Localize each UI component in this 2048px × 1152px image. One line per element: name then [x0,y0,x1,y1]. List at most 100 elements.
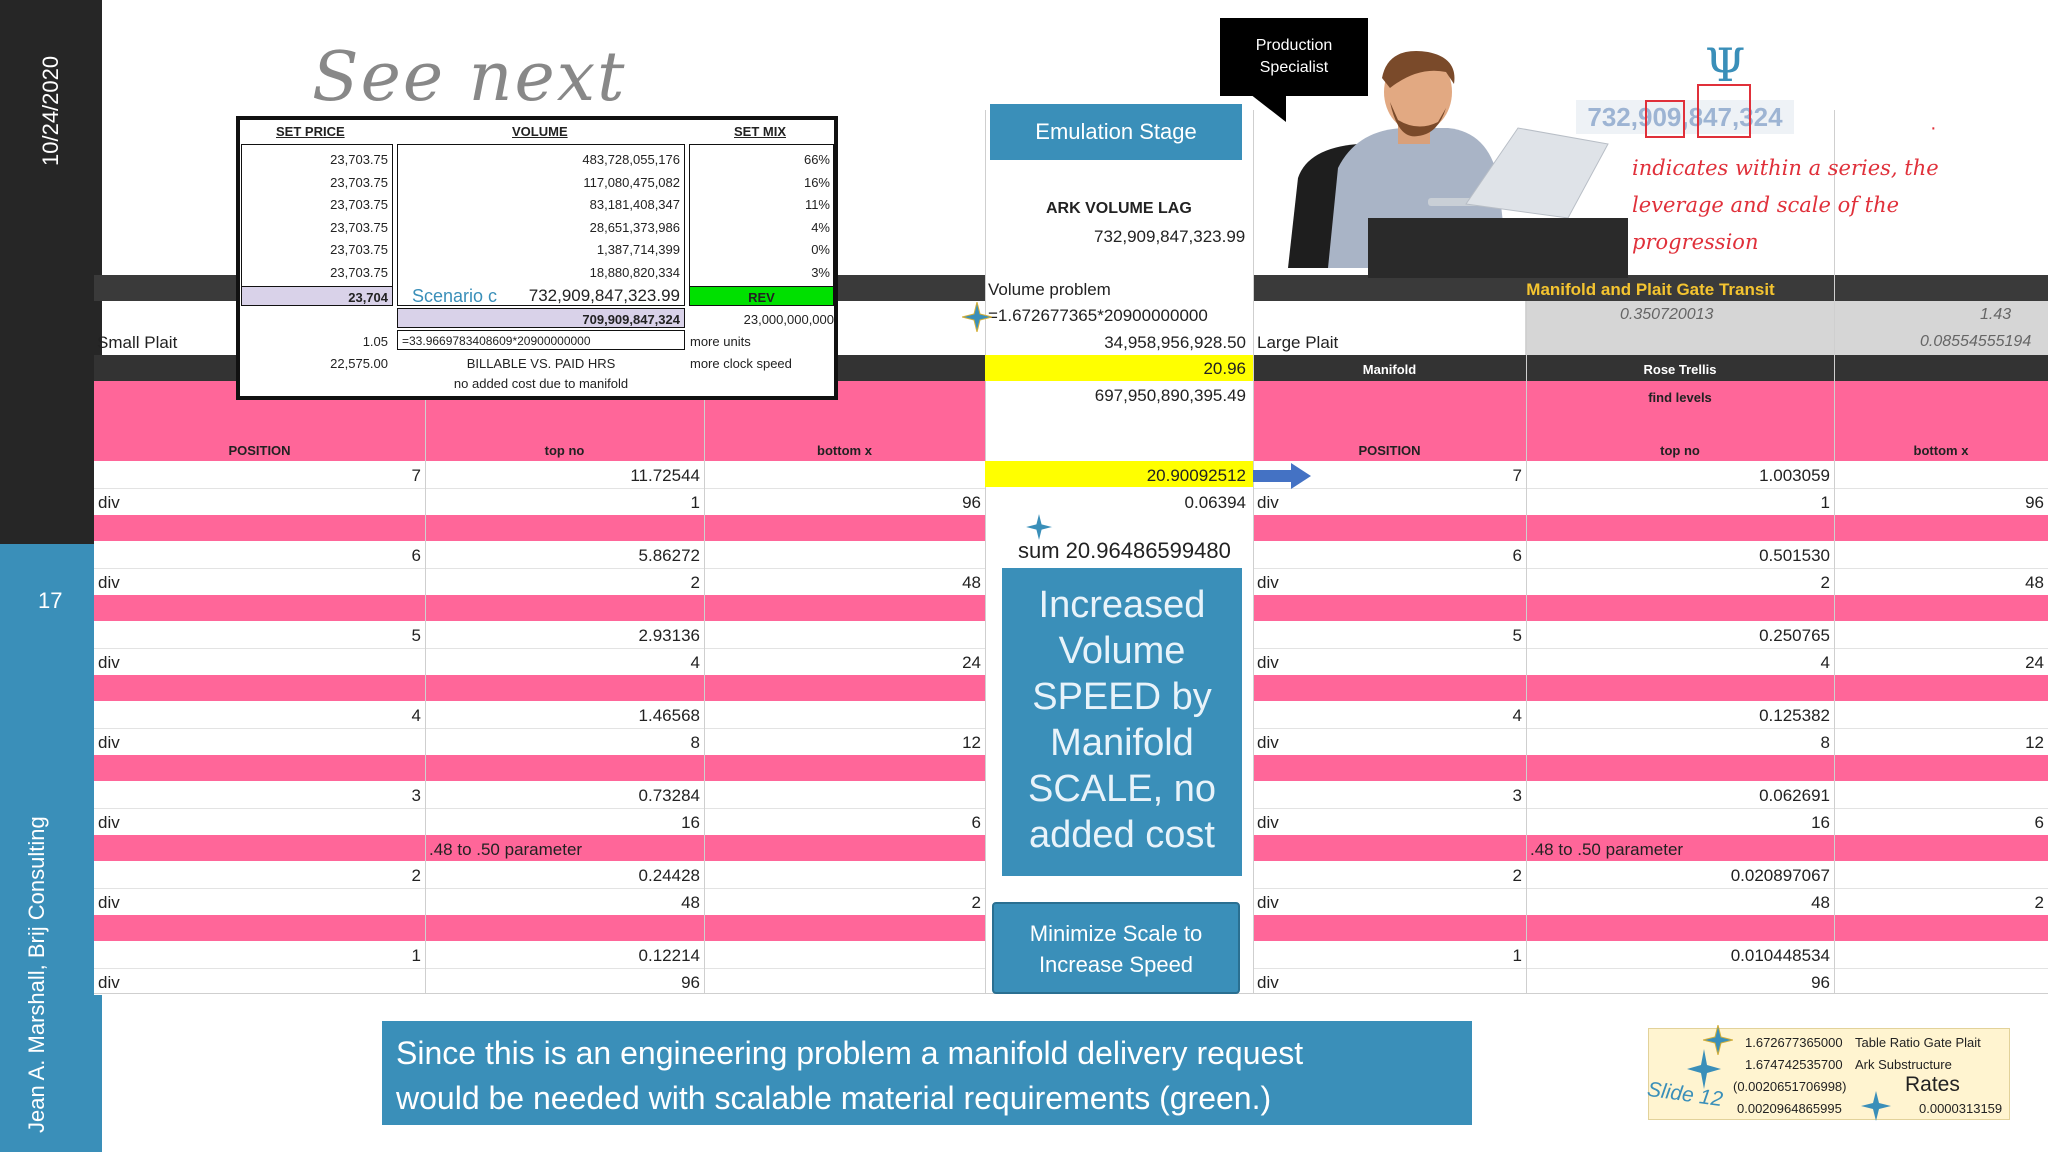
position-cell: 4 [411,706,421,725]
caption-line: Since this is an engineering problem a m… [396,1035,1304,1071]
speed-line: added cost [1029,814,1215,856]
inset-mix-cell: 16% [803,174,830,190]
top-no-cell: 5.86272 [638,546,700,565]
div-value-cell: 8 [1820,733,1830,752]
bottom-x-cell: 2 [2034,893,2044,912]
center-value-1: 34,958,956,928.50 [1104,333,1246,352]
rev-cell [689,286,834,306]
inset-volume-cell: 18,880,820,334 [589,264,680,280]
rev-value: 23,000,000,000 [743,312,834,327]
position-cell: 7 [411,466,421,485]
slide-rail-top [0,0,102,544]
bottom-x-cell: 12 [2025,733,2044,752]
rate-value-4: 0.0020964865995 [1737,1101,1842,1116]
inset-price-cell: 23,703.75 [330,219,388,235]
right-pink-header [1253,381,2048,461]
inset-vol-sub: 709,909,847,324 [582,312,680,327]
position-cell: 3 [1512,786,1522,805]
div-value-cell: 48 [681,893,700,912]
pink-separator [1253,515,2048,541]
inset-volume-cell: 28,651,373,986 [589,219,680,235]
position-cell: 6 [411,546,421,565]
sparkle-icon [1687,1049,1721,1089]
div-value-cell: 2 [690,573,700,592]
pink-separator [94,915,985,941]
div-label: div [98,893,120,912]
inset-volume-cell: 483,728,055,176 [582,152,680,167]
note-line: leverage and scale of the [1632,193,1900,217]
grey-value-block [1525,301,2048,355]
rate-label-1: Table Ratio Gate Plait [1855,1035,1981,1050]
scroll-line: Increase Speed [1038,952,1194,977]
grid-line [985,110,986,993]
slide-rail-bottom [0,544,102,1152]
speed-line: SPEED by [1032,676,1212,718]
center-value-2: 20.96 [1203,359,1246,378]
div-value-cell: 48 [1811,893,1830,912]
rose-trellis-header: Rose Trellis [1643,362,1717,377]
slide-number: 17 [38,588,63,613]
div-label: div [1257,813,1279,832]
person-laptop-illustration [1288,51,1628,278]
bottom-x-cell: 48 [2025,573,2044,592]
inset-header-set-price: SET PRICE [276,124,345,139]
position-cell: 6 [1512,546,1522,565]
bottom-x-cell: 24 [2025,653,2044,672]
production-specialist-bubble: Production Specialist [1220,18,1368,96]
volume-problem-label: Volume problem [988,280,1111,299]
row-divider [1253,968,2048,969]
right-arrow-icon [1253,463,1311,489]
inset-header-volume: VOLUME [512,124,568,139]
inset-table: SET PRICE VOLUME SET MIX 23,703.75 483,72… [236,116,838,400]
position-cell: 1 [411,946,421,965]
pink-separator [1253,915,2048,941]
pink-separator [94,755,985,781]
bottom-caption: Since this is an engineering problem a m… [382,1021,1472,1125]
sparkle-icon [1024,512,1054,542]
small-plait-label: Small Plait [97,333,178,352]
div-label: div [1257,653,1279,672]
left-top-no-header: top no [544,443,585,458]
row-divider [94,488,985,489]
div-label: div [98,733,120,752]
center-value-4: 20.90092512 [1146,466,1246,485]
left-position-header: POSITION [228,443,291,458]
bottom-x-cell: 96 [962,493,981,512]
bottom-x-cell: 6 [2034,813,2044,832]
top-no-cell: 0.125382 [1759,706,1830,725]
inset-formula: =33.9669783408609*20900000000 [402,334,591,348]
div-value-cell: 1 [1820,493,1830,512]
sparkle-icon [962,302,992,332]
speed-line: Volume [1058,630,1186,672]
row-divider [1253,568,2048,569]
billable-label: BILLABLE VS. PAID HRS [466,356,616,371]
inset-price-cell: 23,703.75 [330,174,388,190]
position-cell: 3 [411,786,421,805]
div-label: div [98,573,120,592]
top-no-cell: 1.46568 [638,706,700,725]
rate-value-1: 1.672677365000 [1745,1035,1843,1050]
more-clock-speed: more clock speed [690,356,792,371]
inset-formula-cell [397,330,685,350]
parameter-note: .48 to .50 parameter [429,840,583,859]
inset-factor: 1.05 [362,334,388,349]
pink-separator [94,675,985,701]
row-divider [94,808,985,809]
div-value-cell: 4 [1820,653,1830,672]
right-top-no-header: top no [1660,443,1700,458]
bottom-x-cell: 48 [962,573,981,592]
slide-author: Jean A. Marshall, Brij Consulting [24,816,49,1133]
inset-price-cell: 23,703.75 [330,197,388,212]
note-line: progression [1632,230,1759,254]
div-label: div [1257,493,1279,512]
center-value-3: 697,950,890,395.49 [1094,386,1246,405]
inset-total-cell [241,286,393,306]
left-bottom-x-header: bottom x [817,443,872,458]
speed-line: Manifold [1050,722,1194,764]
rates-box: 1.672677365000 Table Ratio Gate Plait 1.… [1646,1025,2010,1121]
pink-separator [94,595,985,621]
manifold-band-title: Manifold and Plait Gate Transit [1526,280,1775,299]
div-value-cell: 8 [690,733,700,752]
position-cell: 5 [1512,626,1522,645]
position-cell: 2 [1512,866,1522,885]
